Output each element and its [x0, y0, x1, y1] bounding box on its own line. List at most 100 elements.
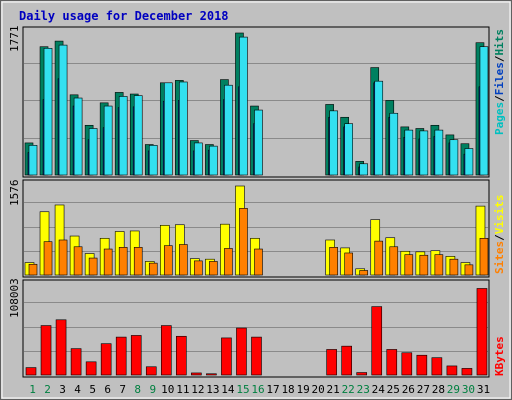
- legend-sep: /: [493, 55, 506, 62]
- day-label: 17: [266, 383, 279, 396]
- bar-kbytes: [326, 349, 337, 376]
- day-label: 22: [342, 383, 355, 396]
- day-label: 7: [119, 383, 126, 396]
- day-label: 9: [149, 383, 156, 396]
- bar-sites: [28, 263, 38, 276]
- bar-hits: [254, 109, 263, 176]
- bar-sites: [254, 248, 263, 276]
- bar-hits: [239, 36, 248, 176]
- bar-kbytes: [176, 335, 187, 376]
- bar-sites: [118, 247, 128, 276]
- day-label: 21: [327, 383, 340, 396]
- bar-hits: [464, 148, 474, 176]
- bar-sites: [73, 246, 83, 276]
- bar-kbytes: [341, 345, 352, 376]
- bar-sites: [419, 254, 429, 276]
- bar-hits: [58, 44, 68, 176]
- bar-hits: [43, 48, 53, 176]
- day-label: 13: [206, 383, 219, 396]
- bar-hits: [434, 129, 444, 176]
- bar-sites: [163, 245, 173, 276]
- bar-sites: [404, 254, 414, 276]
- bar-kbytes: [371, 306, 383, 376]
- day-label: 12: [191, 383, 204, 396]
- day-label: 24: [372, 383, 386, 396]
- day-label: 23: [357, 383, 370, 396]
- bar-sites: [43, 241, 53, 276]
- bar-sites: [449, 258, 459, 276]
- day-label: 6: [104, 383, 111, 396]
- bar-hits: [194, 142, 203, 176]
- day-label: 27: [417, 383, 430, 396]
- bar-hits: [419, 130, 429, 176]
- bar-sites: [239, 208, 248, 276]
- bar-hits: [224, 84, 233, 176]
- bar-hits: [163, 82, 173, 176]
- bar-kbytes: [40, 325, 52, 376]
- bar-sites: [194, 260, 203, 276]
- bar-sites: [359, 270, 369, 276]
- bar-kbytes: [386, 349, 398, 376]
- bar-sites: [58, 239, 68, 276]
- bar-series: [24, 32, 489, 376]
- bar-sites: [389, 246, 399, 276]
- bar-kbytes: [191, 372, 202, 376]
- bar-kbytes: [100, 343, 112, 376]
- bar-hits: [479, 46, 489, 176]
- day-label: 4: [74, 383, 81, 396]
- day-label: 15: [236, 383, 249, 396]
- bar-sites: [88, 257, 98, 276]
- bar-kbytes: [431, 357, 443, 376]
- bar-kbytes: [461, 368, 473, 376]
- bar-hits: [389, 112, 399, 176]
- legend-sep: /: [493, 234, 506, 241]
- bar-kbytes: [85, 361, 97, 376]
- day-label: 2: [44, 383, 51, 396]
- bar-sites: [179, 244, 188, 276]
- bar-hits: [133, 95, 143, 176]
- bar-hits: [148, 145, 158, 176]
- bar-kbytes: [446, 365, 458, 376]
- bar-kbytes: [221, 337, 232, 376]
- bar-hits: [88, 128, 98, 176]
- day-label: 11: [176, 383, 189, 396]
- bar-sites: [224, 248, 233, 276]
- bar-hits: [374, 80, 384, 176]
- day-label: 10: [161, 383, 174, 396]
- bar-sites: [434, 254, 444, 276]
- bar-sites: [103, 248, 113, 276]
- bar-kbytes: [251, 336, 262, 376]
- legend-files: Files: [493, 62, 506, 95]
- bar-hits: [449, 139, 459, 176]
- bar-sites: [133, 247, 143, 276]
- bar-sites: [479, 237, 489, 276]
- bar-kbytes: [55, 319, 67, 376]
- bar-kbytes: [70, 348, 82, 376]
- legend-middle: Sites/Visits: [493, 195, 506, 275]
- bar-hits: [28, 145, 38, 176]
- bar-sites: [374, 240, 384, 276]
- bar-kbytes: [145, 366, 157, 376]
- legend-kbytes: KBytes: [493, 336, 506, 376]
- bar-kbytes: [356, 372, 368, 376]
- bar-hits: [359, 163, 369, 176]
- day-label: 25: [387, 383, 400, 396]
- bar-hits: [404, 129, 414, 176]
- bar-kbytes: [160, 325, 172, 376]
- day-label: 19: [296, 383, 309, 396]
- day-label: 5: [89, 383, 96, 396]
- x-axis-day-labels: 1 2 3 4 5 6 7 8 9 10 11 12 13 14 15 16 17 18 19 20 21 22 23 24 2…: [29, 383, 490, 396]
- day-label: 29: [447, 383, 460, 396]
- day-label: 14: [221, 383, 235, 396]
- bar-kbytes: [130, 335, 142, 376]
- day-label: 28: [432, 383, 445, 396]
- bar-sites: [464, 264, 474, 276]
- ymax-label-top: 1771: [8, 26, 21, 53]
- day-label: 1: [29, 383, 36, 396]
- legend-sites: Sites: [493, 241, 506, 274]
- day-label: 3: [59, 383, 66, 396]
- legend-pages: Pages: [493, 102, 506, 135]
- day-label: 8: [134, 383, 141, 396]
- legend-hits: Hits: [493, 29, 506, 56]
